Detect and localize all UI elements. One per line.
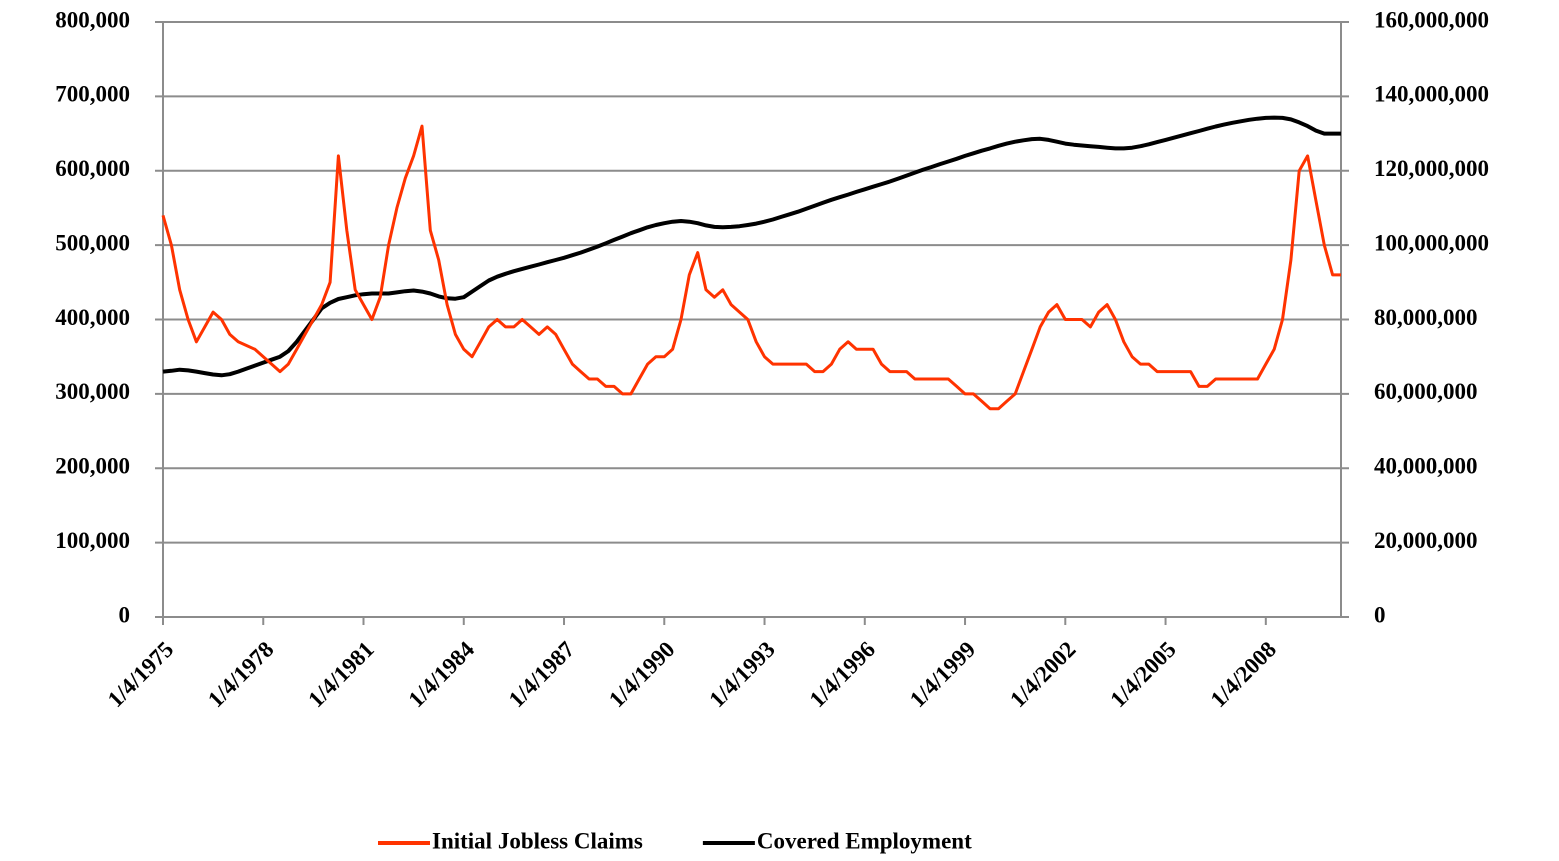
x-tick-label: 1/4/1990	[604, 637, 680, 713]
y2-tick-label: 140,000,000	[1374, 82, 1489, 107]
y2-tick-label: 0	[1374, 602, 1386, 627]
y-tick-label: 800,000	[55, 7, 130, 32]
y-tick-label: 0	[119, 602, 131, 627]
y-tick-label: 200,000	[55, 454, 130, 479]
x-tick-label: 1/4/2002	[1005, 637, 1081, 713]
x-tick-label: 1/4/2005	[1105, 637, 1181, 713]
x-tick-label: 1/4/1999	[905, 637, 981, 713]
y-tick-label: 500,000	[55, 230, 130, 255]
x-tick-label: 1/4/1987	[504, 637, 580, 713]
x-tick-label: 1/4/1996	[805, 637, 881, 713]
y-tick-label: 100,000	[55, 528, 130, 553]
legend-label: Initial Jobless Claims	[432, 828, 643, 853]
y2-tick-label: 160,000,000	[1374, 7, 1489, 32]
y-tick-label: 300,000	[55, 379, 130, 404]
y2-tick-label: 20,000,000	[1374, 528, 1478, 553]
y-tick-label: 400,000	[55, 305, 130, 330]
x-tick-label: 1/4/1981	[303, 637, 379, 713]
y-tick-label: 700,000	[55, 82, 130, 107]
legend-label: Covered Employment	[757, 828, 972, 853]
x-tick-label: 1/4/1984	[404, 636, 480, 712]
y2-tick-label: 40,000,000	[1374, 454, 1478, 479]
y2-tick-label: 100,000,000	[1374, 230, 1489, 255]
x-tick-label: 1/4/1993	[704, 637, 780, 713]
y2-tick-label: 120,000,000	[1374, 156, 1489, 181]
x-tick-label: 1/4/2008	[1206, 637, 1282, 713]
y2-tick-label: 80,000,000	[1374, 305, 1478, 330]
x-tick-label: 1/4/1975	[103, 637, 179, 713]
series-line	[161, 124, 1341, 411]
x-tick-label: 1/4/1978	[203, 637, 279, 713]
y-tick-label: 600,000	[55, 156, 130, 181]
y2-tick-label: 60,000,000	[1374, 379, 1478, 404]
